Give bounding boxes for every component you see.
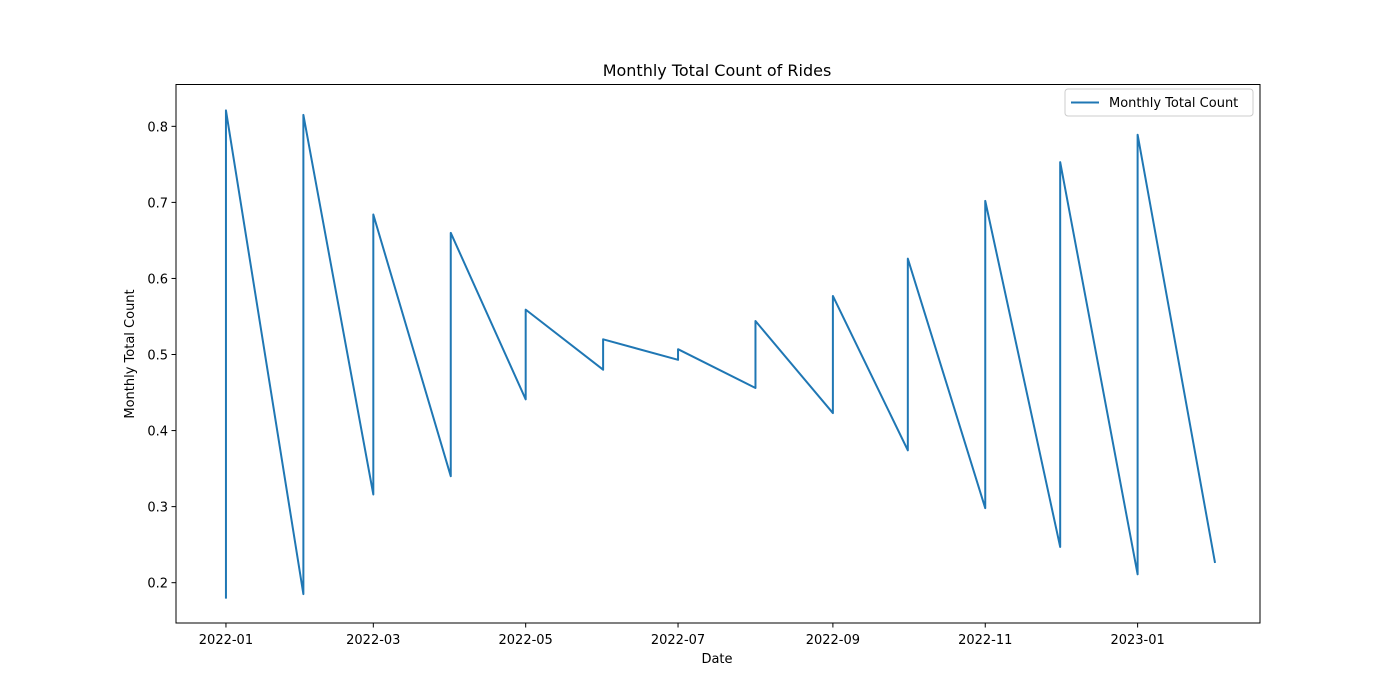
x-tick-label: 2022-01: [199, 633, 253, 648]
y-tick-label: 0.4: [147, 425, 168, 440]
y-tick-label: 0.3: [147, 501, 168, 516]
x-tick-label: 2022-11: [958, 633, 1012, 648]
x-tick-label: 2023-01: [1110, 633, 1164, 648]
legend-label: Monthly Total Count: [1109, 96, 1238, 111]
legend: Monthly Total Count: [1064, 88, 1254, 117]
y-tick-label: 0.8: [147, 120, 168, 135]
x-axis-label: Date: [701, 652, 732, 667]
x-tick-label: 2022-09: [806, 633, 860, 648]
y-axis: 0.2 0.3 0.4 0.5 0.6 0.7 0.8: [147, 120, 176, 592]
y-tick-label: 0.2: [147, 577, 168, 592]
chart-title: Monthly Total Count of Rides: [603, 61, 832, 80]
x-axis: 2022-01 2022-03 2022-05 2022-07 2022-09 2022-…: [199, 623, 1165, 648]
series-line-0: [224, 109, 1217, 599]
y-axis-label: Monthly Total Count: [123, 289, 138, 418]
x-tick-label: 2022-03: [346, 633, 400, 648]
y-tick-label: 0.7: [147, 196, 168, 211]
x-tick-label: 2022-05: [499, 633, 553, 648]
plot-frame: [175, 84, 1261, 624]
legend-box: [1064, 88, 1254, 117]
plot-area: [224, 109, 1217, 599]
x-tick-label: 2022-07: [651, 633, 705, 648]
y-tick-label: 0.6: [147, 272, 168, 287]
y-tick-label: 0.5: [147, 349, 168, 364]
